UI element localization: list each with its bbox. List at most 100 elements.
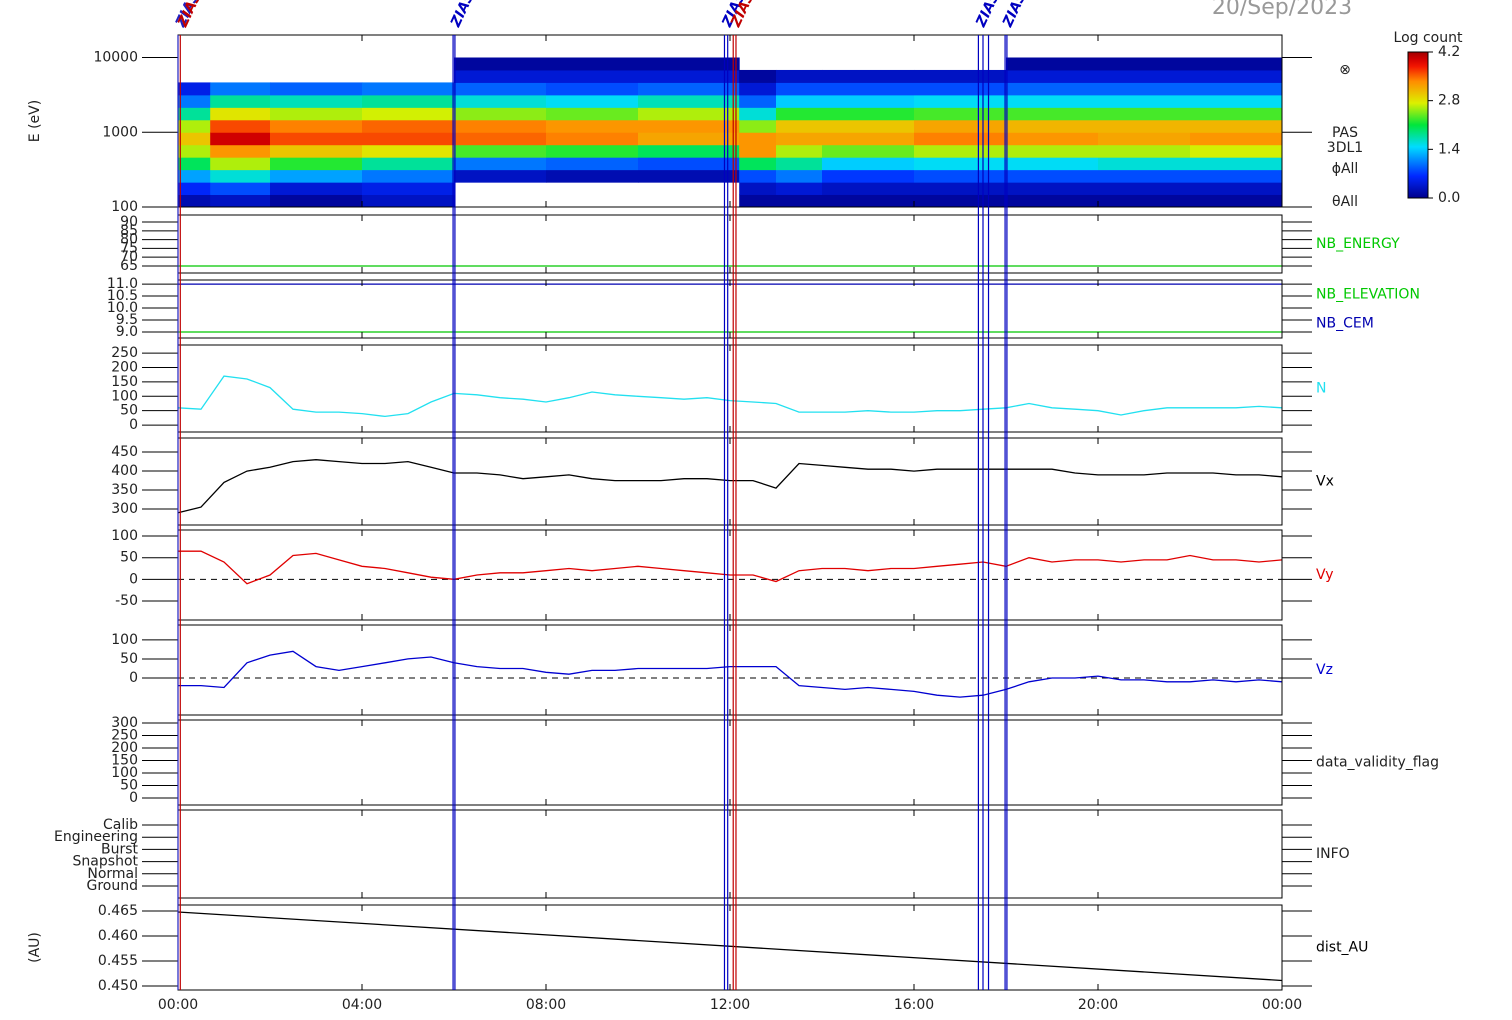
y-tick-label: 70 xyxy=(120,249,138,265)
x-tick-label: 04:00 xyxy=(342,997,382,1013)
heatmap-cell xyxy=(270,157,363,171)
heatmap-cell xyxy=(210,119,271,133)
series-label: N xyxy=(1316,381,1326,397)
heatmap-cell xyxy=(270,119,363,133)
heatmap-cell xyxy=(1006,82,1099,96)
heatmap-cell xyxy=(914,132,1007,146)
event-label: ZIAS xyxy=(973,0,1003,30)
y-tick-label: 100 xyxy=(111,199,138,215)
heatmap-cell xyxy=(1190,182,1283,195)
y-tick-label: 10000 xyxy=(93,50,138,66)
heatmap-cell xyxy=(638,132,740,146)
heatmap-cell xyxy=(1190,132,1283,146)
heatmap-cell xyxy=(178,157,211,171)
heatmap-cell xyxy=(1006,57,1099,71)
category-label: Ground xyxy=(87,878,139,894)
heatmap-cell xyxy=(1006,144,1099,158)
heatmap-cell xyxy=(739,107,777,121)
y-tick-label: 50 xyxy=(120,778,138,794)
y-tick-label: 0.455 xyxy=(98,953,138,969)
heatmap-cell xyxy=(822,182,915,195)
panel-frame xyxy=(177,214,1283,274)
heatmap-cell xyxy=(178,194,211,208)
heatmap-cell xyxy=(638,82,740,96)
heatmap-cell xyxy=(638,69,740,83)
heatmap-cell xyxy=(362,119,455,133)
heatmap-cell xyxy=(776,107,823,121)
heatmap-cell xyxy=(1190,57,1283,71)
heatmap-cell xyxy=(822,194,915,208)
y-tick-label: 90 xyxy=(120,214,138,230)
colorbar-tick-label: 0.0 xyxy=(1438,190,1460,206)
heatmap-cell xyxy=(210,107,271,121)
panel-frame xyxy=(177,904,1283,991)
heatmap-cell xyxy=(270,107,363,121)
data-line xyxy=(177,375,1283,418)
y-tick-label: 85 xyxy=(120,223,138,239)
heatmap-cell xyxy=(362,169,455,183)
series-label: dist_AU xyxy=(1316,940,1368,956)
heatmap-cell xyxy=(210,82,271,96)
heatmap-cell xyxy=(178,144,211,158)
y-tick-label: 300 xyxy=(111,715,138,731)
heatmap-cell xyxy=(1006,119,1099,133)
heatmap-cell xyxy=(1190,157,1283,171)
heatmap-cell xyxy=(1006,107,1099,121)
heatmap-cell xyxy=(546,69,639,83)
heatmap-cell xyxy=(1098,57,1191,71)
colorbar-tick-label: 4.2 xyxy=(1438,44,1460,60)
heatmap-cell xyxy=(1098,182,1191,195)
y-tick-label: 150 xyxy=(111,753,138,769)
heatmap-cell xyxy=(210,182,271,195)
y-tick-label: 350 xyxy=(111,482,138,498)
event-label: ZIAS xyxy=(447,0,477,30)
heatmap-cell xyxy=(546,94,639,108)
annotation: ϕAll xyxy=(1332,161,1359,177)
x-tick-label: 00:00 xyxy=(158,997,198,1013)
heatmap-cell xyxy=(822,94,915,108)
heatmap-cell xyxy=(362,132,455,146)
x-tick-label: 20:00 xyxy=(1078,997,1118,1013)
heatmap-cell xyxy=(1098,94,1191,108)
page-title: 20/Sep/2023 xyxy=(1212,0,1352,20)
heatmap-cell xyxy=(210,144,271,158)
x-tick-label: 08:00 xyxy=(526,997,566,1013)
heatmap-cell xyxy=(546,169,639,183)
heatmap-cell xyxy=(270,82,363,96)
heatmap-cell xyxy=(914,144,1007,158)
heatmap-cell xyxy=(546,144,639,158)
heatmap-cell xyxy=(914,82,1007,96)
colorbar xyxy=(1407,51,1429,199)
annotation: ⊗ xyxy=(1339,62,1351,78)
y-tick-label: 100 xyxy=(111,388,138,404)
y-tick-label: 80 xyxy=(120,232,138,248)
y-tick-label: 100 xyxy=(111,765,138,781)
heatmap-cell xyxy=(546,82,639,96)
heatmap-cell xyxy=(1006,132,1099,146)
y-tick-label: 50 xyxy=(120,651,138,667)
series-label: Vy xyxy=(1316,567,1334,583)
heatmap-cell xyxy=(822,119,915,133)
heatmap-cell xyxy=(178,182,211,195)
y-tick-label: 10.0 xyxy=(107,300,138,316)
heatmap-cell xyxy=(546,157,639,171)
heatmap-cell xyxy=(1006,182,1099,195)
heatmap-cell xyxy=(362,157,455,171)
heatmap-cell xyxy=(739,119,777,133)
category-label: Engineering xyxy=(54,829,138,845)
heatmap-cell xyxy=(776,94,823,108)
heatmap-cell xyxy=(822,69,915,83)
heatmap-cell xyxy=(1006,94,1099,108)
category-label: Burst xyxy=(101,841,139,857)
heatmap-cell xyxy=(822,82,915,96)
colorbar-tick-label: 2.8 xyxy=(1438,93,1460,109)
panel-label: INFO xyxy=(1316,846,1350,862)
y-tick-label: 50 xyxy=(120,403,138,419)
heatmap-cell xyxy=(776,157,823,171)
heatmap-cell xyxy=(178,119,211,133)
y-tick-label: 100 xyxy=(111,528,138,544)
heatmap-cell xyxy=(546,107,639,121)
heatmap-cell xyxy=(739,144,777,158)
y-tick-label: 0 xyxy=(129,790,138,806)
heatmap-cell xyxy=(362,82,455,96)
